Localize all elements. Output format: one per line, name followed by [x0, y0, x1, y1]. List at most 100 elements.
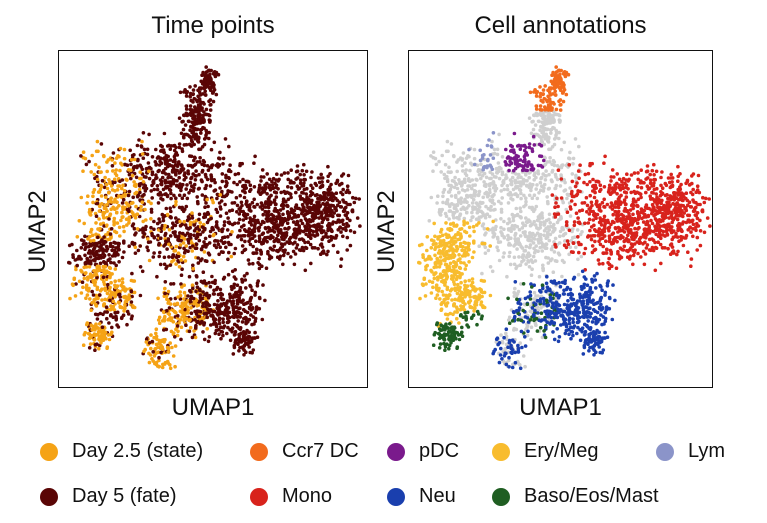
cell-point-time-point	[85, 275, 90, 280]
cell-point-time-point	[205, 242, 209, 247]
cell-point-time-point	[202, 250, 207, 254]
cell-point-cell-annotation	[537, 134, 542, 139]
cell-point-time-point	[200, 257, 204, 261]
cell-point-time-point	[129, 289, 134, 294]
cell-point-time-point	[184, 204, 189, 209]
cell-point-time-point	[207, 85, 212, 90]
cell-point-cell-annotation	[536, 171, 541, 176]
cell-point-cell-annotation	[449, 170, 453, 174]
cell-point-cell-annotation	[616, 249, 620, 254]
cell-point-cell-annotation	[450, 202, 454, 206]
cell-point-cell-annotation	[505, 187, 510, 192]
cell-point-cell-annotation	[540, 335, 545, 340]
cell-point-cell-annotation	[582, 251, 586, 256]
cell-point-time-point	[268, 228, 272, 232]
cell-point-cell-annotation	[694, 228, 698, 233]
cell-point-time-point	[102, 336, 107, 341]
cell-point-time-point	[108, 214, 112, 218]
cell-point-time-point	[112, 248, 117, 253]
cell-point-time-point	[232, 275, 237, 279]
cell-point-time-point	[173, 230, 177, 234]
cell-point-time-point	[206, 210, 210, 215]
cell-point-time-point	[197, 238, 202, 243]
cell-point-time-point	[267, 183, 272, 187]
cell-point-time-point	[251, 261, 255, 266]
cell-point-time-point	[143, 207, 147, 212]
cell-point-time-point	[212, 319, 217, 324]
cell-point-cell-annotation	[594, 229, 598, 233]
cell-point-time-point	[246, 334, 251, 339]
cell-point-time-point	[211, 71, 216, 76]
cell-point-cell-annotation	[481, 201, 485, 205]
cell-point-cell-annotation	[537, 274, 542, 279]
cell-point-time-point	[182, 250, 187, 255]
cell-point-time-point	[290, 216, 294, 221]
cell-point-time-point	[197, 104, 202, 108]
cell-point-cell-annotation	[531, 182, 535, 187]
cell-point-time-point	[123, 303, 127, 307]
cell-point-time-point	[214, 324, 219, 329]
cell-point-time-point	[260, 232, 265, 237]
cell-point-cell-annotation	[540, 216, 545, 220]
cell-point-cell-annotation	[555, 196, 559, 201]
cell-point-time-point	[92, 269, 96, 273]
cell-point-cell-annotation	[702, 200, 707, 205]
cell-point-time-point	[323, 234, 328, 239]
cell-point-time-point	[217, 252, 221, 257]
cell-point-time-point	[130, 241, 134, 246]
cell-point-time-point	[163, 286, 167, 291]
cell-point-time-point	[139, 182, 143, 186]
cell-point-time-point	[140, 139, 144, 144]
cell-point-cell-annotation	[652, 162, 656, 167]
cell-point-cell-annotation	[545, 232, 550, 236]
cell-point-time-point	[95, 139, 100, 144]
cell-point-cell-annotation	[567, 163, 571, 167]
cell-point-time-point	[180, 196, 185, 200]
cell-point-time-point	[274, 195, 279, 199]
cell-point-cell-annotation	[643, 252, 648, 256]
cell-point-time-point	[232, 251, 236, 256]
cell-point-time-point	[95, 201, 100, 206]
cell-point-time-point	[260, 219, 265, 224]
cell-point-cell-annotation	[550, 145, 555, 149]
cell-point-time-point	[188, 245, 192, 250]
cell-point-cell-annotation	[607, 236, 612, 241]
cell-point-cell-annotation	[479, 162, 483, 167]
cell-point-time-point	[300, 168, 305, 173]
cell-point-cell-annotation	[541, 244, 545, 248]
cell-point-cell-annotation	[469, 218, 473, 223]
cell-point-time-point	[97, 322, 102, 326]
cell-point-time-point	[228, 338, 233, 343]
cell-point-cell-annotation	[591, 218, 596, 222]
cell-point-time-point	[286, 185, 290, 189]
cell-point-cell-annotation	[529, 258, 534, 262]
cell-point-time-point	[82, 221, 86, 226]
cell-point-time-point	[109, 313, 113, 317]
cell-point-time-point	[236, 221, 241, 225]
cell-point-time-point	[252, 214, 257, 219]
cell-point-cell-annotation	[614, 266, 619, 270]
cell-point-cell-annotation	[548, 232, 553, 237]
cell-point-time-point	[140, 194, 145, 198]
cell-point-time-point	[219, 207, 223, 211]
cell-point-cell-annotation	[462, 177, 467, 182]
cell-point-time-point	[265, 192, 269, 196]
cell-point-time-point	[199, 247, 204, 251]
cell-point-cell-annotation	[631, 253, 636, 258]
cell-point-cell-annotation	[507, 315, 512, 320]
cell-point-time-point	[168, 147, 173, 151]
cell-point-time-point	[281, 262, 285, 267]
cell-point-cell-annotation	[610, 207, 615, 211]
cell-point-cell-annotation	[645, 232, 649, 237]
cell-point-cell-annotation	[499, 166, 503, 171]
cell-point-time-point	[271, 248, 276, 252]
cell-point-cell-annotation	[467, 154, 471, 159]
cell-point-time-point	[113, 279, 117, 283]
cell-point-time-point	[247, 262, 252, 266]
cell-point-time-point	[231, 352, 236, 356]
cell-point-cell-annotation	[636, 217, 640, 222]
cell-point-time-point	[149, 333, 153, 337]
cell-point-cell-annotation	[536, 237, 540, 242]
cell-point-cell-annotation	[602, 161, 606, 165]
cell-point-time-point	[140, 269, 145, 274]
